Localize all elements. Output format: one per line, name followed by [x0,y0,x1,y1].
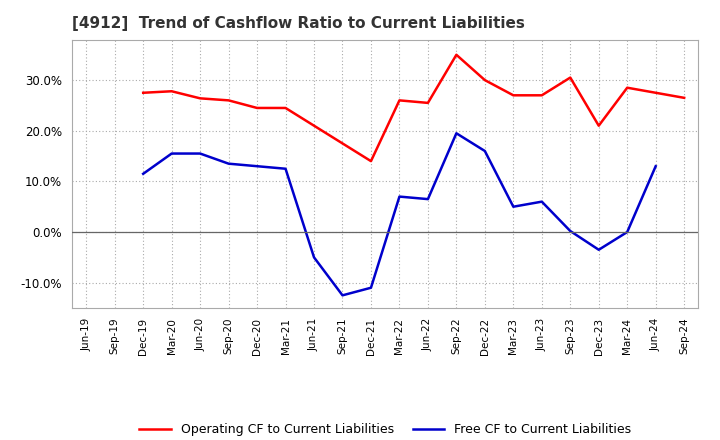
Free CF to Current Liabilities [509,204,518,209]
Operating CF to Current Liabilities [452,52,461,58]
Free CF to Current Liabilities [423,197,432,202]
Operating CF to Current Liabilities [139,90,148,95]
Free CF to Current Liabilities [282,166,290,171]
Free CF to Current Liabilities [480,148,489,154]
Free CF to Current Liabilities [310,255,318,260]
Operating CF to Current Liabilities [196,96,204,101]
Line: Operating CF to Current Liabilities: Operating CF to Current Liabilities [143,55,684,161]
Operating CF to Current Liabilities [366,158,375,164]
Operating CF to Current Liabilities [595,123,603,128]
Operating CF to Current Liabilities [680,95,688,100]
Free CF to Current Liabilities [566,228,575,234]
Operating CF to Current Liabilities [282,105,290,110]
Text: [4912]  Trend of Cashflow Ratio to Current Liabilities: [4912] Trend of Cashflow Ratio to Curren… [72,16,525,32]
Operating CF to Current Liabilities [395,98,404,103]
Operating CF to Current Liabilities [480,77,489,83]
Free CF to Current Liabilities [537,199,546,204]
Operating CF to Current Liabilities [537,93,546,98]
Free CF to Current Liabilities [338,293,347,298]
Free CF to Current Liabilities [452,131,461,136]
Operating CF to Current Liabilities [253,105,261,110]
Free CF to Current Liabilities [139,171,148,176]
Operating CF to Current Liabilities [566,75,575,80]
Operating CF to Current Liabilities [509,93,518,98]
Legend: Operating CF to Current Liabilities, Free CF to Current Liabilities: Operating CF to Current Liabilities, Fre… [135,418,636,440]
Free CF to Current Liabilities [395,194,404,199]
Operating CF to Current Liabilities [167,88,176,94]
Free CF to Current Liabilities [225,161,233,166]
Free CF to Current Liabilities [196,151,204,156]
Free CF to Current Liabilities [366,285,375,290]
Free CF to Current Liabilities [167,151,176,156]
Operating CF to Current Liabilities [423,100,432,106]
Free CF to Current Liabilities [652,164,660,169]
Operating CF to Current Liabilities [623,85,631,90]
Free CF to Current Liabilities [595,247,603,253]
Operating CF to Current Liabilities [225,98,233,103]
Free CF to Current Liabilities [623,229,631,235]
Line: Free CF to Current Liabilities: Free CF to Current Liabilities [143,133,656,295]
Operating CF to Current Liabilities [652,90,660,95]
Free CF to Current Liabilities [253,164,261,169]
